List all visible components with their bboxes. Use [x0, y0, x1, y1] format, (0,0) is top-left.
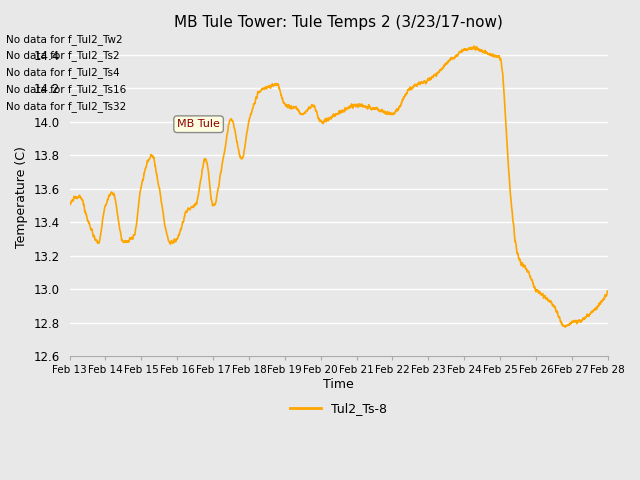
- Text: MB Tule: MB Tule: [177, 119, 220, 129]
- Title: MB Tule Tower: Tule Temps 2 (3/23/17-now): MB Tule Tower: Tule Temps 2 (3/23/17-now…: [174, 15, 503, 30]
- Text: No data for f_Tul2_Ts32: No data for f_Tul2_Ts32: [6, 101, 127, 112]
- Text: No data for f_Tul2_Ts2: No data for f_Tul2_Ts2: [6, 50, 120, 61]
- Legend: Tul2_Ts-8: Tul2_Ts-8: [285, 397, 392, 420]
- Text: No data for f_Tul2_Tw2: No data for f_Tul2_Tw2: [6, 34, 123, 45]
- Text: No data for f_Tul2_Ts4: No data for f_Tul2_Ts4: [6, 67, 120, 78]
- X-axis label: Time: Time: [323, 378, 354, 391]
- Text: No data for f_Tul2_Ts16: No data for f_Tul2_Ts16: [6, 84, 127, 95]
- Y-axis label: Temperature (C): Temperature (C): [15, 146, 28, 248]
